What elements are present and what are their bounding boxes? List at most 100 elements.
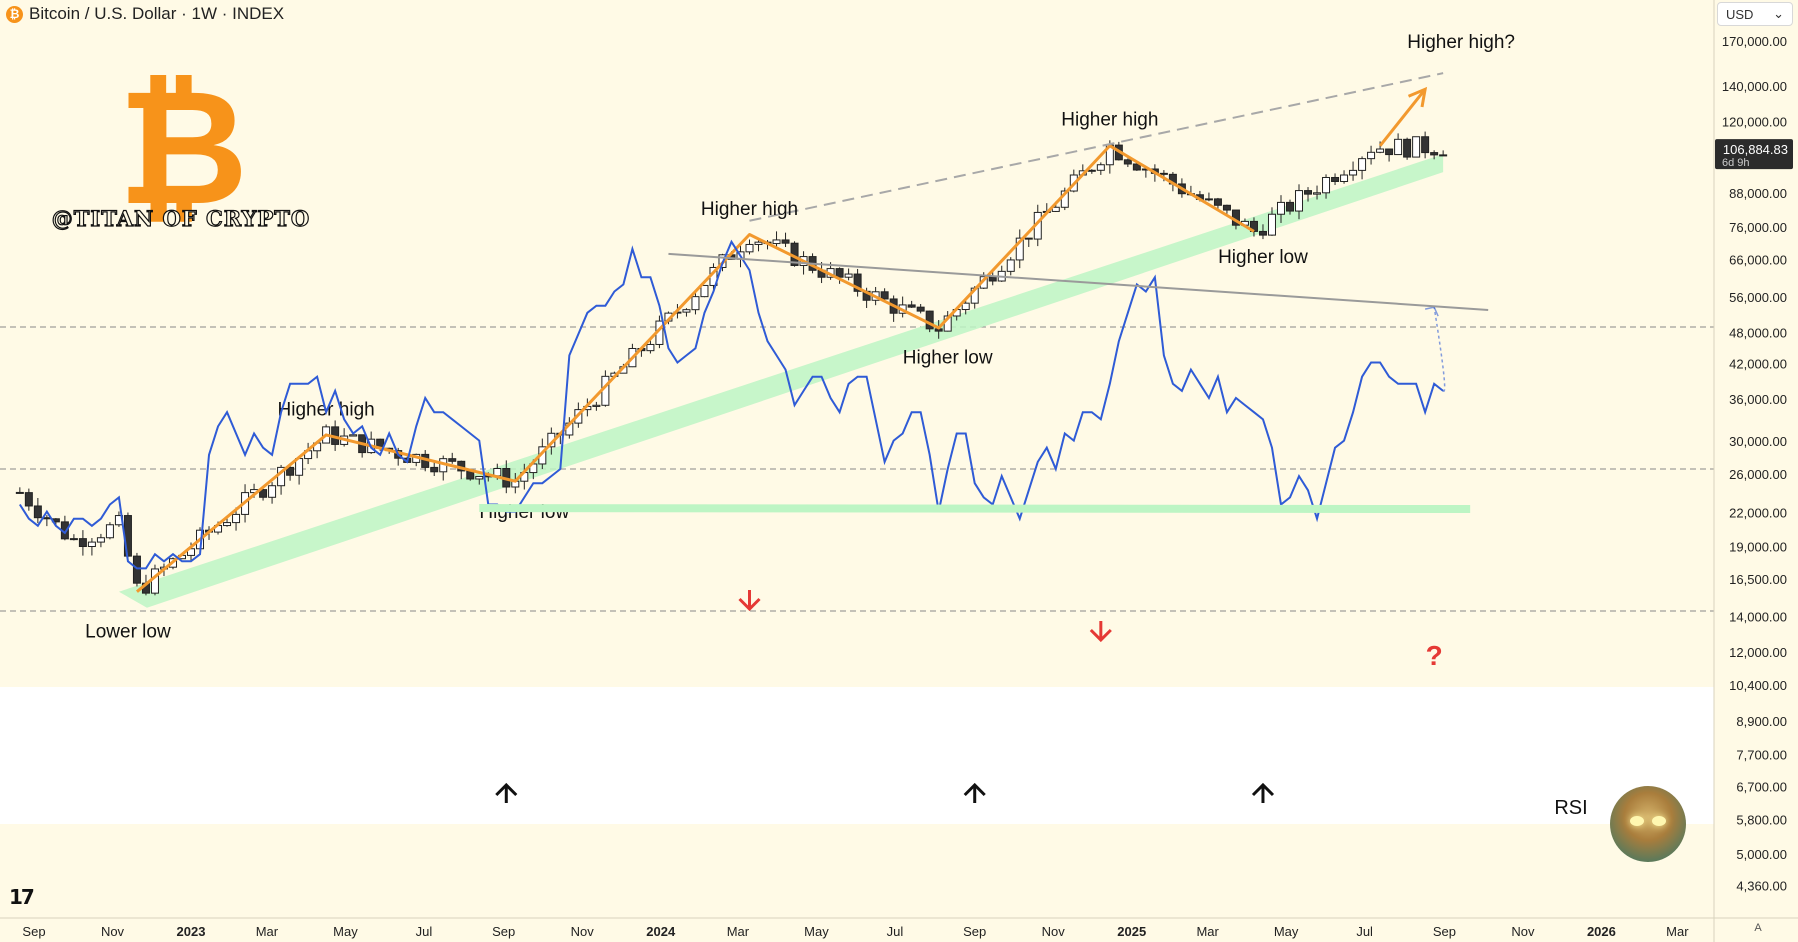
candle [1367,145,1376,165]
candle-body [1222,204,1231,211]
candle-body [1249,220,1258,232]
x-axis-tick-label: Sep [963,924,986,939]
candle-body [1412,136,1421,158]
candle-body [1123,159,1132,165]
candle-body [880,291,889,300]
candle [1304,187,1313,202]
candle [1394,133,1403,156]
candle [835,267,844,284]
candle-body [232,513,241,524]
candle [1096,162,1105,175]
candle-body [15,491,24,494]
candle-body [700,284,709,298]
candle [132,552,141,587]
candle-body [988,276,997,282]
y-axis-tick-label: 170,000.00 [1722,34,1787,49]
candle-body [1430,152,1439,156]
candle-body [1367,151,1376,160]
candle-body [1403,138,1412,158]
candle-body [132,555,141,584]
candle-body [853,273,862,292]
tradingview-logo[interactable]: 17 [9,885,35,909]
candle-body [754,241,763,245]
candle-body [961,302,970,311]
candle-body [1376,148,1385,153]
candle [1006,257,1015,276]
x-axis-tick-label: Mar [256,924,279,939]
candle-body [745,243,754,253]
x-axis-tick-label: 2025 [1117,924,1146,939]
candle [1340,170,1349,184]
resistance-trendline [749,72,1444,222]
candle [1258,224,1267,240]
black-up-arrow-head [495,782,518,797]
candle-body [1159,172,1168,175]
candle [33,498,42,524]
candle-body [42,517,51,520]
x-axis-tick-label: Jul [1356,924,1373,939]
x-axis-tick-label: Sep [22,924,45,939]
avatar-eye-right [1652,816,1666,826]
candle-body [1286,201,1294,212]
y-axis-tick-label: 48,000.00 [1729,326,1787,341]
candle [1276,195,1285,223]
x-axis-tick-label: Mar [1196,924,1219,939]
candle [772,231,781,248]
candle [1421,131,1430,159]
bitcoin-icon: ₿ [6,5,23,23]
bitcoin-logo: ₿ [118,54,248,241]
rsi-label: RSI [1554,797,1587,819]
annotation-label: Higher high [701,199,798,220]
candle [880,288,889,300]
candle-body [87,541,96,548]
candle [448,452,457,464]
author-avatar [1610,786,1686,862]
candle-body [223,522,232,527]
candle [592,401,601,411]
candle-body [78,538,87,548]
candle-body [24,492,33,507]
candle-body [150,568,159,594]
x-axis-tick-label: 2023 [177,924,206,939]
candle [682,308,691,317]
symbol-header[interactable]: ₿ Bitcoin / U.S. Dollar · 1W · INDEX [6,3,284,25]
x-axis-tick-label: May [333,924,358,939]
candle-body [1322,176,1331,194]
current-price-countdown: 6d 9h [1722,157,1750,169]
chevron-down-icon: ⌄ [1773,6,1784,21]
x-axis-tick-label: Nov [101,924,125,939]
y-axis-tick-label: 120,000.00 [1722,115,1787,130]
candle [1349,161,1358,181]
support-band [118,154,1444,608]
candle-body [1006,259,1015,272]
candle-body [835,268,844,278]
candle [1322,174,1331,199]
x-axis-tick-label: Nov [1511,924,1535,939]
candle [1286,199,1294,215]
candle [916,303,925,314]
rsi-support-band [479,504,1471,514]
candle-body [1394,138,1403,156]
candle [1222,204,1231,214]
candle-body [1276,201,1285,215]
candle [69,534,78,541]
rsi-projection-curve [1433,307,1446,392]
candle-body [646,343,655,352]
symbol-title: Bitcoin / U.S. Dollar · 1W · INDEX [29,4,285,23]
auto-scale-button[interactable]: A [1754,922,1762,934]
candle [1358,156,1367,180]
candle [1412,136,1421,158]
candle-body [1340,174,1349,182]
watermark: ₿@TITAN OF CRYPTO [51,54,310,241]
rsi-line [18,239,1444,570]
candle [925,310,934,333]
candle-body [844,273,853,278]
y-axis-tick-label: 19,000.00 [1729,539,1787,554]
candle-body [907,304,916,308]
candle [745,239,754,255]
currency-selector[interactable]: USD ⌄ [1717,2,1793,26]
candle-body [286,466,295,476]
candle-body [1132,163,1141,171]
